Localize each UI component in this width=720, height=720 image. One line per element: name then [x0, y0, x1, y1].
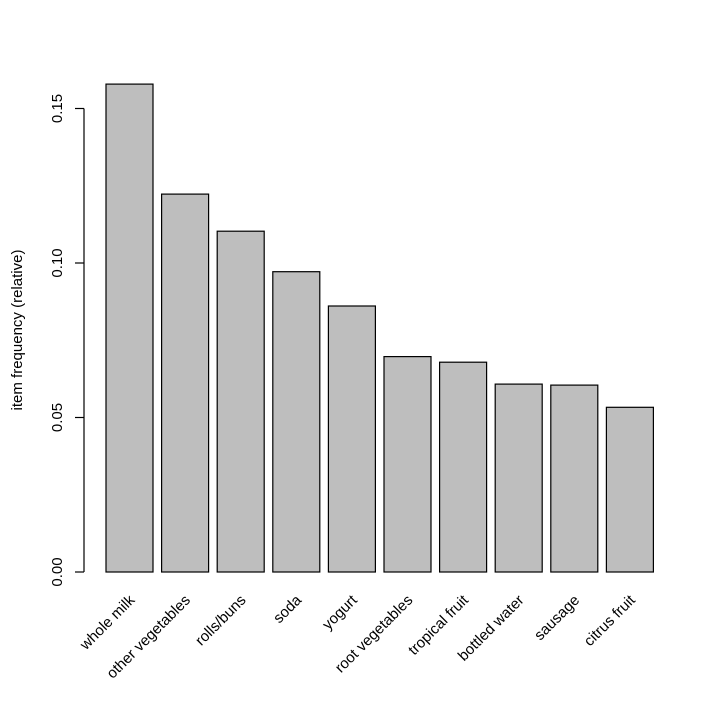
- y-tick-label: 0.10: [49, 248, 66, 277]
- x-tick-label: citrus fruit: [581, 591, 640, 650]
- y-axis-title: item frequency (relative): [9, 250, 26, 411]
- x-tick-label: rolls/buns: [192, 592, 249, 649]
- bar-root-vegetables: [383, 356, 432, 573]
- y-tick-label: 0.15: [49, 94, 66, 123]
- bar-sausage: [550, 384, 599, 573]
- bar-whole-milk: [105, 83, 154, 573]
- y-tick-label: 0.05: [49, 403, 66, 432]
- bar-soda: [272, 271, 321, 573]
- bar-citrus-fruit: [605, 406, 655, 573]
- x-tick-label: sausage: [531, 592, 583, 644]
- x-tick-label: soda: [270, 591, 305, 626]
- y-tick-label: 0.00: [49, 557, 66, 586]
- bar-yogurt: [327, 305, 376, 573]
- y-axis: 0.00 0.05 0.10 0.15: [49, 94, 85, 587]
- bar-other-vegetables: [161, 193, 210, 573]
- x-tick-label: yogurt: [319, 591, 361, 633]
- bars-group: [105, 83, 655, 573]
- bar-tropical-fruit: [439, 361, 488, 573]
- bar-rolls-buns: [216, 230, 265, 573]
- bar-bottled-water: [494, 383, 543, 573]
